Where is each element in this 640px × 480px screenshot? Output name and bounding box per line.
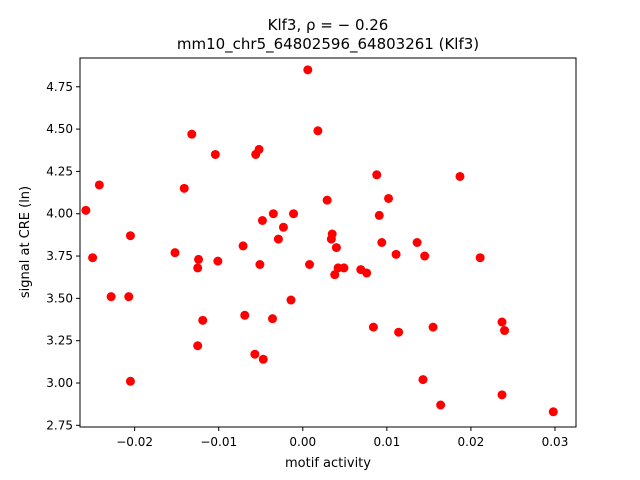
x-tick-label: 0.01: [373, 435, 400, 449]
data-point: [187, 129, 197, 139]
x-tick-label: 0.00: [289, 435, 316, 449]
data-point: [289, 209, 299, 219]
data-point: [331, 243, 341, 253]
data-point: [497, 390, 507, 400]
y-tick-label: 3.25: [46, 334, 73, 348]
data-point: [194, 254, 204, 264]
data-point: [500, 326, 510, 336]
data-point: [418, 375, 428, 385]
y-tick-label: 4.25: [46, 164, 73, 178]
data-point: [339, 263, 349, 273]
data-points: [81, 65, 558, 417]
data-point: [322, 195, 332, 205]
y-tick-label: 3.75: [46, 249, 73, 263]
plot-frame: [79, 57, 577, 428]
data-point: [258, 354, 268, 364]
data-point: [377, 238, 387, 247]
data-point: [362, 268, 372, 278]
data-point: [278, 222, 288, 232]
data-point: [88, 253, 98, 263]
data-point: [125, 376, 135, 386]
data-point: [436, 400, 446, 410]
data-point: [125, 231, 135, 241]
x-axis-ticks: −0.02 −0.01 0.00 0.01 0.02 0.03: [116, 427, 568, 449]
chart-title-line2: mm10_chr5_64802596_64803261 (Klf3): [177, 35, 479, 54]
data-point: [250, 349, 260, 359]
data-point: [394, 327, 404, 337]
y-tick-label: 2.75: [46, 418, 73, 432]
data-point: [124, 292, 134, 302]
data-point: [106, 292, 116, 302]
x-tick-label: −0.01: [200, 435, 237, 449]
data-point: [193, 263, 203, 273]
y-axis-ticks: 2.75 3.00 3.25 3.50 3.75 4.00 4.25 4.50 4.75: [46, 80, 80, 432]
data-point: [412, 238, 422, 247]
data-point: [286, 295, 296, 305]
y-axis-label: signal at CRE (ln): [18, 186, 33, 298]
x-tick-label: 0.02: [458, 435, 485, 449]
data-point: [384, 193, 394, 203]
data-point: [313, 126, 323, 136]
x-axis-label: motif activity: [285, 456, 371, 471]
data-point: [268, 314, 278, 324]
data-point: [238, 241, 248, 251]
data-point: [198, 315, 208, 325]
x-tick-label: −0.02: [116, 435, 153, 449]
data-point: [273, 234, 283, 244]
data-point: [327, 229, 337, 239]
y-tick-label: 3.50: [46, 291, 73, 305]
data-point: [254, 144, 264, 154]
data-point: [303, 65, 313, 75]
data-point: [305, 260, 315, 269]
data-point: [257, 216, 267, 225]
data-point: [372, 170, 382, 180]
data-point: [210, 149, 220, 159]
data-point: [240, 310, 250, 320]
data-point: [268, 209, 278, 219]
data-point: [368, 322, 378, 332]
y-tick-label: 4.50: [46, 122, 73, 136]
data-point: [420, 251, 430, 261]
data-point: [330, 270, 340, 280]
data-point: [179, 183, 189, 193]
data-point: [213, 256, 223, 266]
data-point: [255, 260, 265, 269]
data-point: [170, 248, 180, 258]
chart-title-line1: Klf3, ρ = − 0.26: [268, 16, 389, 34]
data-point: [548, 407, 558, 417]
y-tick-label: 4.00: [46, 207, 73, 221]
y-tick-label: 4.75: [46, 80, 73, 94]
data-point: [374, 210, 384, 220]
data-point: [193, 341, 203, 351]
data-point: [497, 317, 507, 327]
data-point: [81, 205, 91, 215]
x-tick-label: 0.03: [542, 435, 569, 449]
data-point: [94, 180, 104, 190]
data-point: [475, 253, 485, 263]
y-tick-label: 3.00: [46, 376, 73, 390]
data-point: [428, 322, 438, 332]
data-point: [455, 171, 465, 181]
data-point: [391, 249, 401, 259]
